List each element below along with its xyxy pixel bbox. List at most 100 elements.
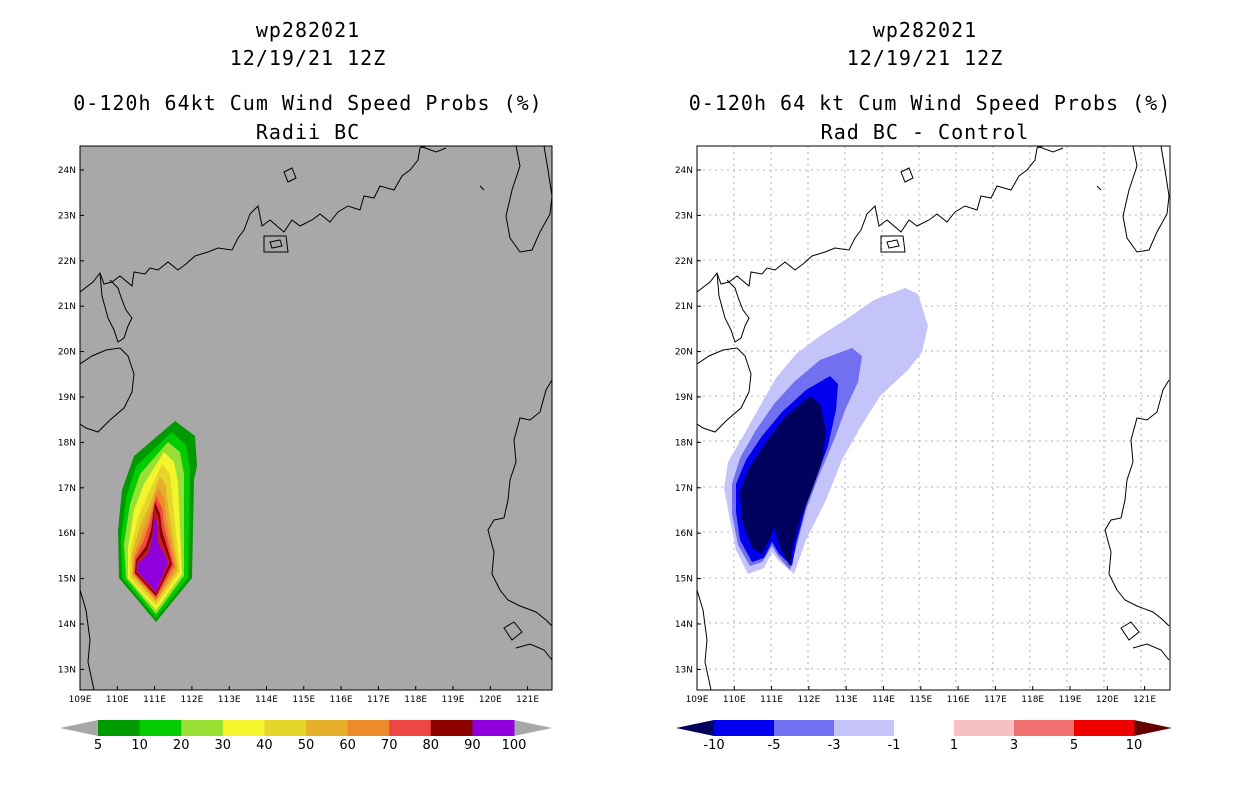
right-map-panel xyxy=(696,145,1171,691)
right-lon-label: 117E xyxy=(984,695,1007,705)
left-cbar-swatch xyxy=(430,720,473,736)
right-cbar-swatch xyxy=(834,720,895,736)
right-lat-label: 14N xyxy=(675,620,693,630)
left-cbar-low-arrow xyxy=(60,720,98,736)
right-lon-label: 116E xyxy=(947,695,970,705)
right-title-line3: 0-120h 64 kt Cum Wind Speed Probs (%) xyxy=(688,91,1172,115)
left-cbar-swatch xyxy=(472,720,515,736)
left-cbar-label: 90 xyxy=(464,738,481,753)
left-cbar-label: 60 xyxy=(339,738,356,753)
right-lat-label: 16N xyxy=(675,529,693,539)
left-title-line1: wp282021 xyxy=(255,18,361,42)
left-lat-label: 13N xyxy=(58,665,76,675)
left-colorbar: 5 10 20 30 40 50 60 70 80 90 100 xyxy=(60,720,552,753)
right-lon-label: 114E xyxy=(872,695,895,705)
right-lat-label: 19N xyxy=(675,393,693,403)
left-lon-label: 112E xyxy=(180,695,203,705)
left-cbar-label: 20 xyxy=(173,738,190,753)
left-cbar-swatch xyxy=(222,720,265,736)
right-lat-label: 13N xyxy=(675,665,693,675)
right-lat-label: 21N xyxy=(675,302,693,312)
right-title-line1: wp282021 xyxy=(872,18,978,42)
left-lon-label: 109E xyxy=(69,695,92,705)
left-title-line2: 12/19/21 12Z xyxy=(229,46,387,70)
right-lat-label: 22N xyxy=(675,257,693,267)
left-lon-label: 118E xyxy=(404,695,427,705)
right-title-line2: 12/19/21 12Z xyxy=(846,46,1004,70)
right-lon-label: 118E xyxy=(1021,695,1044,705)
right-lon-label: 119E xyxy=(1059,695,1082,705)
left-cbar-swatch xyxy=(139,720,182,736)
right-cbar-label: 3 xyxy=(1010,738,1018,753)
diff-contour-minus10 xyxy=(740,396,826,566)
right-lat-label: 18N xyxy=(675,438,693,448)
left-lon-label: 114E xyxy=(255,695,278,705)
right-axes: 109E 110E 111E 112E 113E 114E 115E 116E 117E 118E… xyxy=(675,166,1157,705)
right-lon-label: 110E xyxy=(723,695,746,705)
right-cbar-label: -5 xyxy=(768,738,781,753)
left-lat-label: 22N xyxy=(58,257,76,267)
right-lat-label: 20N xyxy=(675,348,693,358)
left-lon-label: 115E xyxy=(292,695,315,705)
right-cbar-swatch xyxy=(774,720,835,736)
left-lat-label: 23N xyxy=(58,211,76,221)
prob-contour-100 xyxy=(137,514,168,592)
right-lat-label: 17N xyxy=(675,484,693,494)
left-lat-label: 21N xyxy=(58,302,76,312)
right-colorbar: -10 -5 -3 -1 1 3 5 10 xyxy=(676,720,1172,753)
right-cbar-swatch xyxy=(894,720,955,736)
left-cbar-swatch xyxy=(306,720,349,736)
right-lon-label: 120E xyxy=(1096,695,1119,705)
left-lon-label: 116E xyxy=(330,695,353,705)
left-lon-label: 113E xyxy=(218,695,241,705)
right-lat-label: 24N xyxy=(675,166,693,176)
left-lat-label: 16N xyxy=(58,529,76,539)
right-cbar-swatch xyxy=(1074,720,1135,736)
left-cbar-label: 10 xyxy=(131,738,148,753)
right-lon-label: 115E xyxy=(909,695,932,705)
left-lon-label: 119E xyxy=(442,695,465,705)
left-cbar-high-arrow xyxy=(514,720,552,736)
left-cbar-label: 80 xyxy=(423,738,440,753)
right-lat-label: 15N xyxy=(675,575,693,585)
right-lon-label: 111E xyxy=(760,695,783,705)
left-lon-label: 121E xyxy=(516,695,539,705)
right-cbar-label: -3 xyxy=(828,738,841,753)
right-cbar-label: -10 xyxy=(703,738,724,753)
left-lon-label: 110E xyxy=(106,695,129,705)
left-cbar-label: 5 xyxy=(94,738,102,753)
left-cbar-swatch xyxy=(98,720,141,736)
left-lat-label: 15N xyxy=(58,575,76,585)
right-lon-label: 112E xyxy=(797,695,820,705)
left-cbar-label: 100 xyxy=(502,738,527,753)
right-lon-label: 113E xyxy=(835,695,858,705)
right-lon-label: 121E xyxy=(1133,695,1156,705)
left-lat-label: 20N xyxy=(58,348,76,358)
left-title-line3: 0-120h 64kt Cum Wind Speed Probs (%) xyxy=(73,91,543,115)
left-title-line4: Radii BC xyxy=(255,120,361,144)
left-cbar-swatch xyxy=(181,720,224,736)
right-lat-label: 23N xyxy=(675,211,693,221)
left-lon-label: 111E xyxy=(143,695,166,705)
left-lat-label: 17N xyxy=(58,484,76,494)
left-cbar-label: 50 xyxy=(298,738,315,753)
left-lat-label: 24N xyxy=(58,166,76,176)
right-cbar-label: 10 xyxy=(1126,738,1143,753)
left-cbar-label: 30 xyxy=(215,738,232,753)
right-cbar-label: 5 xyxy=(1070,738,1078,753)
left-lat-label: 19N xyxy=(58,393,76,403)
left-cbar-swatch xyxy=(347,720,390,736)
left-lon-label: 117E xyxy=(367,695,390,705)
right-cbar-label: -1 xyxy=(888,738,901,753)
left-lat-label: 14N xyxy=(58,620,76,630)
right-cbar-high-arrow xyxy=(1134,720,1172,736)
left-lon-label: 120E xyxy=(479,695,502,705)
left-cbar-label: 40 xyxy=(256,738,273,753)
right-cbar-swatch xyxy=(714,720,775,736)
left-lat-label: 18N xyxy=(58,438,76,448)
right-cbar-swatch xyxy=(954,720,1015,736)
right-title-line4: Rad BC - Control xyxy=(820,120,1030,144)
right-lon-label: 109E xyxy=(686,695,709,705)
left-cbar-label: 70 xyxy=(381,738,398,753)
